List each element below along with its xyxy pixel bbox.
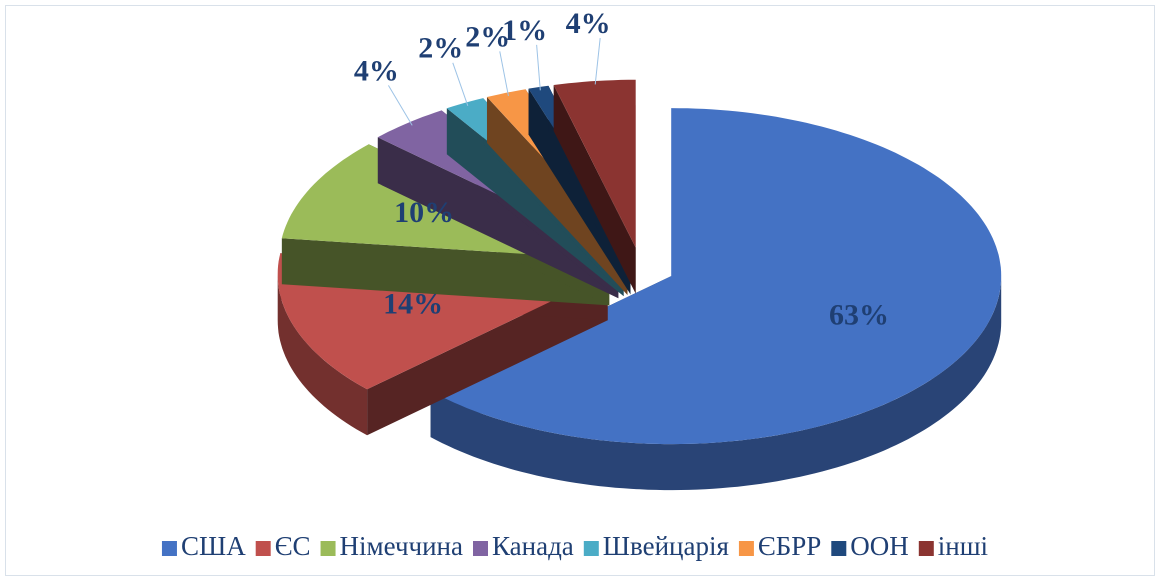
legend-swatch [255,541,271,556]
legend-label: США [181,531,246,561]
legend-label: Канада [492,531,574,561]
legend-swatch [473,541,488,556]
legend-label: ЄБРР [758,531,821,561]
slice-side [553,85,636,294]
leader-line [387,85,413,126]
legend-swatch [583,541,599,556]
slice [553,79,636,294]
legend-swatch [831,541,847,556]
legend-swatch [161,541,177,556]
slice-side [486,97,628,296]
slice [430,108,1002,491]
slice-wall [430,276,1002,491]
slice-side [446,108,624,297]
leader-line [536,44,541,91]
slice-side [377,137,619,299]
data-label: 63% [829,298,889,331]
legend-swatch [918,541,934,556]
legend-label: інші [938,531,988,561]
leader-line [499,51,509,97]
leader-line [594,38,601,85]
legend-label: Німеччина [340,531,463,561]
legend-label: ЄС [275,531,311,561]
slice-wall [277,274,368,436]
legend: США ЄС Німеччина Канада Швейцарія ЄБРР ООН інші [161,531,988,561]
legend-swatch [320,541,336,556]
data-label: 1% [502,14,547,47]
data-label: 14% [383,287,443,320]
data-label: 4% [354,54,399,87]
legend-label: ООН [850,531,909,561]
legend-label: Швейцарія [603,531,729,561]
data-label: 2% [418,32,463,65]
data-label: 10% [394,196,454,229]
data-label: 2% [465,20,510,53]
leader-line [452,62,469,107]
slice-top [430,108,1002,445]
slice-top [553,79,636,248]
data-label: 4% [566,7,611,40]
legend-swatch [738,541,754,556]
